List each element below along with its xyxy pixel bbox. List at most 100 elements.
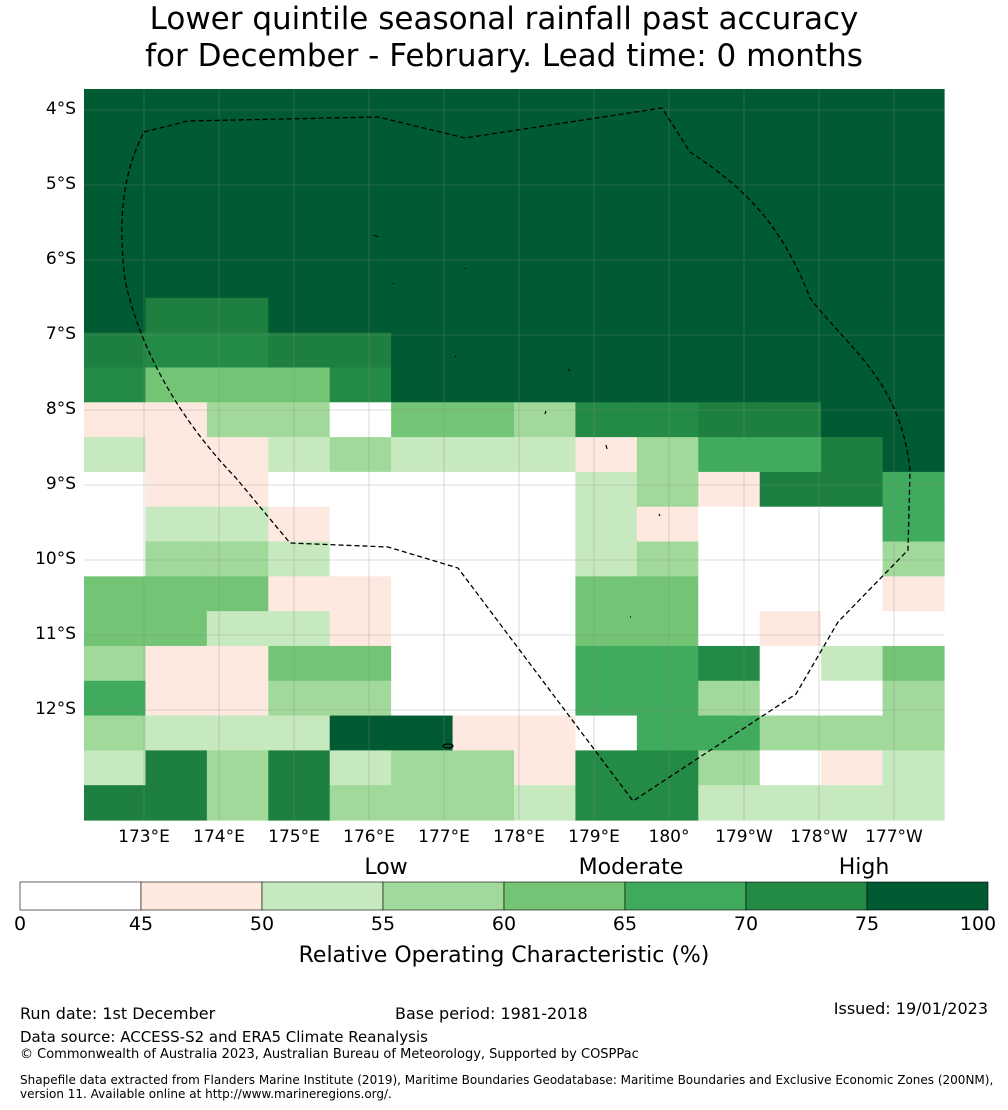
- grid-cell: [698, 471, 761, 508]
- grid-cell: [84, 402, 147, 438]
- colorbar-tick-100: 100: [959, 913, 997, 935]
- grid-cell: [882, 158, 945, 195]
- grid-cell: [268, 611, 331, 647]
- grid-cell: [821, 89, 884, 125]
- grid-cell: [575, 437, 638, 473]
- grid-cell: [759, 89, 822, 125]
- colorbar-segment: [503, 881, 626, 911]
- grid-cell: [329, 785, 392, 821]
- grid-cell: [84, 680, 147, 717]
- grid-cell: [514, 680, 577, 717]
- grid-cell: [84, 645, 147, 682]
- colorbar-tick-65: 65: [612, 913, 638, 935]
- grid-cell: [84, 506, 147, 543]
- grid-cell: [882, 506, 945, 543]
- grid-cell: [206, 297, 269, 334]
- grid-cell: [145, 645, 208, 682]
- grid-cell: [84, 611, 147, 647]
- grid-cell: [575, 193, 638, 229]
- colorbar-segment: [261, 881, 384, 911]
- grid-cell: [575, 576, 638, 612]
- grid-cell: [514, 437, 577, 473]
- latitude-label-4s: 4°S: [45, 99, 76, 119]
- latitude-label-12s: 12°S: [35, 699, 76, 719]
- accuracy-grid: [84, 89, 945, 821]
- issued-date: Issued: 19/01/2023: [833, 999, 988, 1018]
- grid-cell: [636, 471, 699, 508]
- grid-cell: [206, 228, 269, 264]
- grid-cell: [759, 402, 822, 438]
- grid-cell: [391, 89, 454, 125]
- grid-cell: [514, 193, 577, 229]
- colorbar-tick-0: 0: [13, 913, 27, 935]
- longitude-label-178e: 178°E: [493, 827, 545, 847]
- colorbar-segment: [382, 881, 505, 911]
- grid-cell: [145, 506, 208, 543]
- grid-cell: [575, 715, 638, 751]
- graticule: [84, 89, 944, 820]
- grid-cell: [514, 541, 577, 577]
- grid-cell: [391, 402, 454, 438]
- data-source: Data source: ACCESS-S2 and ERA5 Climate …: [20, 1028, 428, 1046]
- grid-cell: [759, 263, 822, 299]
- grid-cell: [329, 123, 392, 160]
- grid-cell: [821, 506, 884, 543]
- colorbar-segment: [866, 881, 989, 911]
- colorbar-tick-55: 55: [370, 913, 396, 935]
- grid-cell: [882, 263, 945, 299]
- grid-cell: [698, 89, 761, 125]
- grid-cell: [636, 680, 699, 717]
- grid-cell: [698, 506, 761, 543]
- grid-cell: [759, 297, 822, 334]
- grid-cell: [329, 750, 392, 786]
- grid-cell: [821, 263, 884, 299]
- grid-cell: [514, 785, 577, 821]
- grid-cell: [329, 228, 392, 264]
- grid-cell: [575, 645, 638, 682]
- grid-cell: [206, 158, 269, 195]
- shapefile-attribution: Shapefile data extracted from Flanders M…: [20, 1073, 994, 1101]
- grid-cell: [759, 750, 822, 786]
- grid-cell: [575, 158, 638, 195]
- grid-cell: [882, 715, 945, 751]
- grid-cell: [882, 123, 945, 160]
- grid-cell: [391, 471, 454, 508]
- grid-cell: [145, 680, 208, 717]
- grid-cell: [882, 228, 945, 264]
- grid-cell: [329, 193, 392, 229]
- grid-cell: [329, 576, 392, 612]
- grid-cell: [206, 402, 269, 438]
- grid-cell: [206, 471, 269, 508]
- grid-cell: [882, 89, 945, 125]
- grid-cell: [145, 437, 208, 473]
- grid-cell: [268, 437, 331, 473]
- grid-cell: [84, 193, 147, 229]
- grid-cell: [84, 263, 147, 299]
- grid-cell: [391, 193, 454, 229]
- grid-cell: [452, 611, 515, 647]
- grid-cell: [145, 611, 208, 647]
- grid-cell: [329, 506, 392, 543]
- grid-cell: [145, 541, 208, 577]
- grid-cell: [821, 471, 884, 508]
- grid-cell: [698, 437, 761, 473]
- grid-cell: [329, 332, 392, 369]
- grid-cell: [391, 158, 454, 195]
- grid-cell: [514, 576, 577, 612]
- grid-cell: [329, 297, 392, 334]
- grid-cell: [575, 785, 638, 821]
- grid-cell: [698, 541, 761, 577]
- grid-cell: [452, 402, 515, 438]
- grid-cell: [514, 611, 577, 647]
- latitude-label-9s: 9°S: [45, 474, 76, 494]
- grid-cell: [84, 785, 147, 821]
- grid-cell: [268, 263, 331, 299]
- grid-cell: [698, 158, 761, 195]
- grid-cell: [84, 158, 147, 195]
- grid-cell: [698, 785, 761, 821]
- grid-cell: [329, 437, 392, 473]
- grid-cell: [329, 471, 392, 508]
- grid-cell: [329, 158, 392, 195]
- grid-cell: [145, 715, 208, 751]
